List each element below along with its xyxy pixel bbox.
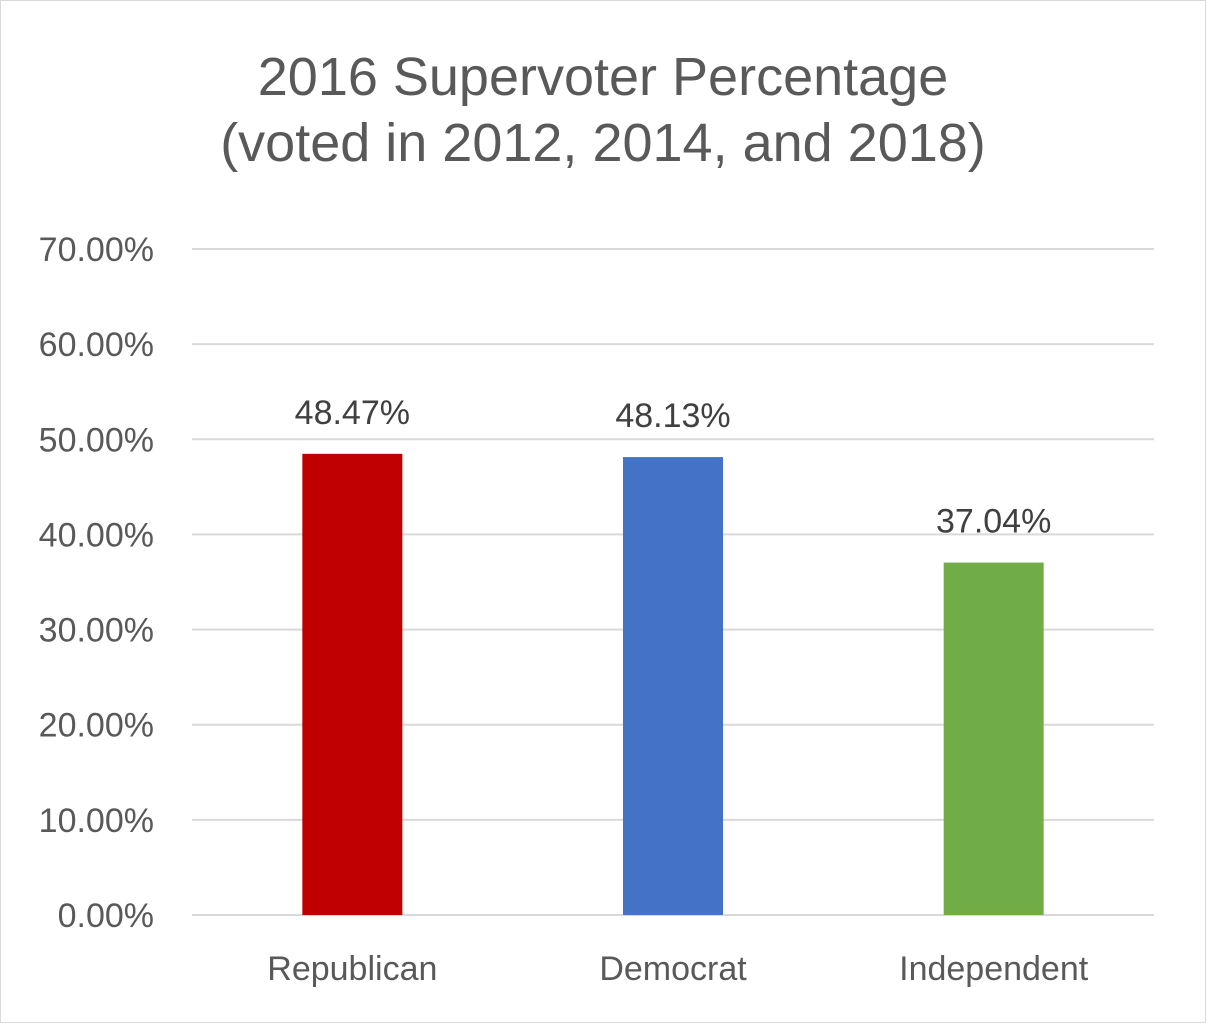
- y-tick-label: 70.00%: [39, 231, 154, 269]
- x-tick-label: Democrat: [599, 950, 747, 988]
- y-tick-label: 30.00%: [39, 612, 154, 650]
- bar-democrat: [623, 457, 723, 915]
- y-tick-label: 50.00%: [39, 421, 154, 459]
- bar-republican: [302, 453, 403, 915]
- chart-title-block: 2016 Supervoter Percentage (voted in 201…: [0, 44, 1206, 176]
- y-tick-label: 0.00%: [58, 897, 154, 935]
- data-label: 48.13%: [615, 397, 730, 435]
- chart-title: 2016 Supervoter Percentage: [257, 47, 949, 107]
- y-tick-label: 40.00%: [39, 516, 154, 554]
- x-axis-tick-labels: Republican Democrat Independent: [267, 950, 1088, 988]
- data-label: 48.47%: [295, 394, 410, 432]
- y-tick-label: 20.00%: [39, 707, 154, 745]
- data-labels: 48.47% 48.13% 37.04%: [295, 394, 1052, 541]
- chart-subtitle: (voted in 2012, 2014, and 2018): [220, 113, 986, 173]
- bar-independent: [943, 562, 1044, 915]
- bars: [302, 453, 1044, 915]
- y-tick-label: 10.00%: [39, 802, 154, 840]
- y-axis-tick-labels: 0.00% 10.00% 20.00% 30.00% 40.00% 50.00% 60.00…: [39, 231, 154, 935]
- x-tick-label: Independent: [899, 950, 1089, 988]
- y-tick-label: 60.00%: [39, 326, 154, 364]
- x-tick-label: Republican: [267, 950, 437, 988]
- data-label: 37.04%: [936, 503, 1051, 541]
